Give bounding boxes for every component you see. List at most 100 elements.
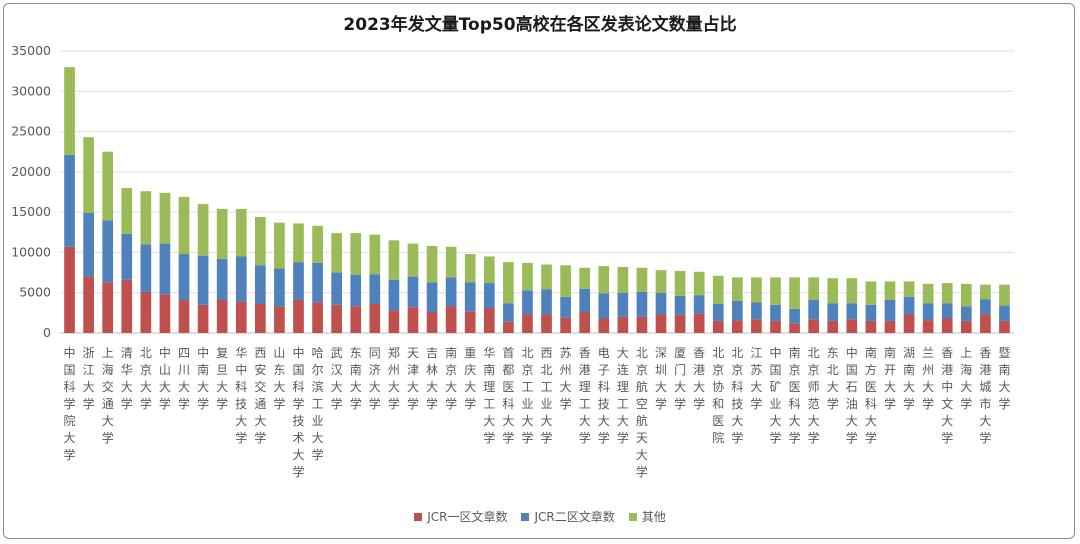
bar-segment	[388, 279, 400, 311]
bar-segment	[197, 304, 209, 333]
bar-segment	[579, 267, 591, 289]
bar-segment	[216, 258, 228, 300]
y-tick-label: 35000	[11, 43, 51, 58]
bar-segment	[636, 291, 648, 317]
bar-segment	[903, 314, 915, 333]
bar-segment	[980, 284, 991, 300]
bar-segment	[560, 317, 571, 333]
bar-segment	[693, 271, 705, 296]
bar-segment	[674, 315, 686, 333]
bar-segment	[960, 306, 972, 321]
chart-legend: JCR一区文章数 JCR二区文章数 其他	[0, 508, 1080, 525]
bar-segment	[312, 225, 323, 263]
x-category-label: 湖南大学	[903, 345, 915, 411]
bar-segment	[941, 303, 953, 319]
bar-segment	[827, 278, 839, 304]
bar-segment	[197, 255, 209, 305]
bar-segment	[789, 277, 800, 309]
bar-segment	[407, 307, 419, 333]
bar-segment	[503, 321, 514, 333]
bar-segment	[655, 292, 667, 315]
bar-segment	[865, 320, 877, 333]
bar-segment	[426, 245, 438, 283]
x-category-label: 中国科学技术大学	[292, 345, 304, 479]
legend-label: JCR一区文章数	[427, 510, 508, 524]
bar-segment	[808, 319, 819, 333]
y-tick-label: 0	[43, 325, 51, 340]
bar-segment	[274, 268, 285, 307]
x-category-label: 山东大学	[273, 346, 285, 411]
legend-swatch	[521, 512, 530, 521]
bar-segment	[140, 191, 152, 245]
gridlines	[60, 50, 1014, 334]
bar-segment	[407, 276, 419, 308]
x-category-label: 浙江大学	[83, 346, 95, 411]
bar-segment	[903, 281, 915, 297]
bar-segment	[846, 319, 858, 333]
bar-segment	[426, 312, 438, 333]
bar-segment	[235, 208, 247, 257]
bar-segment	[83, 212, 94, 277]
bar-segment	[83, 276, 94, 333]
chart-title: 2023年发文量Top50高校在各区发表论文数量占比	[343, 15, 737, 35]
bar-segment	[732, 277, 743, 301]
bar-segment	[579, 288, 591, 313]
x-category-label: 北京科技大学	[731, 346, 743, 445]
bar-segment	[369, 303, 381, 333]
legend-label: JCR二区文章数	[534, 510, 615, 524]
x-category-label: 北京协和医院	[712, 346, 724, 445]
bar-segment	[464, 282, 476, 312]
bar-segment	[274, 306, 285, 333]
bar-segment	[159, 243, 171, 295]
bar-segment	[884, 320, 896, 333]
legend-item: 其他	[628, 508, 666, 525]
bar-segment	[216, 299, 228, 333]
x-category-label: 中国石油大学	[846, 345, 858, 445]
bar-segment	[980, 299, 991, 315]
bar-segment	[636, 267, 648, 292]
x-category-label: 郑州大学	[388, 345, 400, 411]
x-category-label: 北京大学	[140, 346, 152, 411]
bar-segment	[922, 303, 934, 321]
bar-segment	[865, 281, 877, 305]
bar-segment	[350, 306, 362, 333]
bar-segment	[941, 283, 953, 304]
legend-item: JCR一区文章数	[414, 508, 507, 525]
bar-segment	[846, 278, 858, 304]
x-category-label: 南开大学	[884, 345, 896, 411]
bar-segment	[121, 233, 133, 280]
bar-segment	[693, 313, 705, 333]
bar-segment	[350, 274, 362, 307]
bar-segment	[808, 299, 819, 320]
bar-segment	[293, 299, 304, 333]
x-category-label: 中国科学院大学	[64, 345, 76, 462]
x-category-label: 苏州大学	[560, 346, 572, 411]
bar-segment	[960, 320, 972, 333]
bar-segment	[674, 270, 686, 296]
bar-segment	[121, 187, 133, 234]
bar-segment	[83, 137, 94, 213]
bar-segment	[293, 223, 304, 263]
bar-segment	[483, 256, 495, 284]
x-category-label: 厦门大学	[674, 346, 686, 411]
bar-segment	[541, 264, 552, 290]
bar-segment	[770, 320, 781, 333]
bar-segment	[426, 282, 438, 313]
bar-segment	[503, 303, 514, 322]
bar-segment	[560, 265, 571, 297]
y-tick-label: 30000	[11, 83, 51, 98]
x-category-label: 南京医科大学	[789, 345, 801, 445]
bar-segment	[541, 289, 552, 315]
bar-segment	[712, 320, 724, 333]
bar-segment	[770, 277, 781, 305]
bar-segment	[64, 246, 75, 333]
bar-segment	[751, 302, 762, 320]
bar-segment	[274, 222, 285, 269]
bar-segment	[331, 233, 342, 273]
bar-segment	[293, 262, 304, 300]
bar-segment	[178, 254, 190, 300]
x-category-label: 南方医科大学	[865, 345, 877, 445]
bar-segment	[732, 320, 743, 333]
x-category-label: 同济大学	[369, 346, 381, 411]
